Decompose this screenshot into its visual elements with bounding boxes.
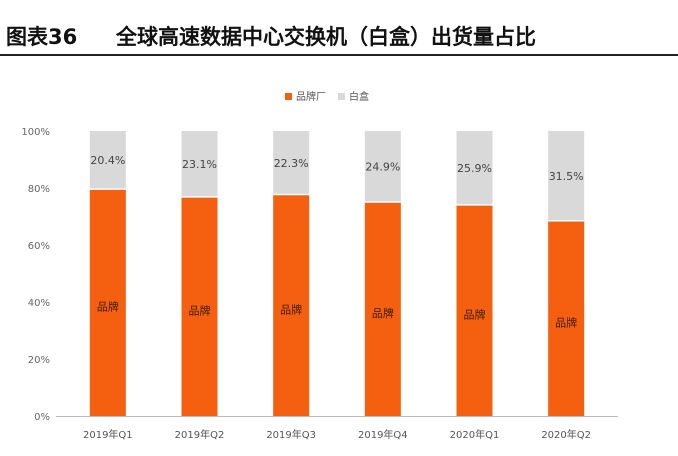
x-tick-label: 2019年Q4 <box>358 428 408 441</box>
stacked-bar-chart: 品牌厂 白盒 0%20%40%60%80%100% 20.4%品牌23.1%品牌2… <box>21 90 618 441</box>
data-label-brand: 品牌 <box>97 300 119 314</box>
bar-segment-whitebox <box>273 131 310 195</box>
legend-label-1: 白盒 <box>349 90 369 103</box>
x-tick-label: 2019年Q1 <box>83 428 133 441</box>
y-tick-label: 60% <box>28 241 50 252</box>
x-axis: 2019年Q1 2019年Q2 2019年Q3 2019年Q4 2020年Q1 2020年… <box>56 416 618 441</box>
data-label-whitebox: 25.9% <box>457 162 492 175</box>
bar-segment-whitebox <box>89 131 126 190</box>
data-label-brand: 品牌 <box>280 302 302 316</box>
data-label-whitebox: 23.1% <box>182 158 217 171</box>
data-label-whitebox: 31.5% <box>549 170 584 183</box>
y-axis: 0% 20% 40% 60% 80% 100% <box>21 127 50 423</box>
figure-number: 图表36 <box>6 25 78 49</box>
data-label-whitebox: 20.4% <box>90 154 125 167</box>
chart-panel: 品牌厂 白盒 0% 20% 40% 60% 80% 100% 20.4% 品牌 23.1% 品牌 2… <box>0 58 678 456</box>
x-tick-label: 2019年Q3 <box>266 428 316 441</box>
bar-segment-brand <box>364 201 401 416</box>
bar-segment-brand <box>273 194 310 416</box>
x-tick-label: 2020年Q1 <box>450 428 500 441</box>
y-tick-label: 100% <box>21 127 50 138</box>
y-tick-label: 0% <box>34 412 50 423</box>
figure-title: 全球高速数据中心交换机（白盒）出货量占比 <box>116 25 536 49</box>
legend: 品牌厂 白盒 <box>285 90 369 103</box>
figure-header: 图表36 全球高速数据中心交换机（白盒）出货量占比 <box>0 0 678 56</box>
y-tick-label: 40% <box>28 298 50 309</box>
bar-segment-brand <box>548 220 585 416</box>
bar-segment-whitebox <box>548 131 585 221</box>
x-tick-label: 2020年Q2 <box>541 428 591 441</box>
x-tick-label: 2019年Q2 <box>175 428 225 441</box>
bars: 20.4% 品牌 23.1% 品牌 22.3% 品牌 24.9% 品牌 25.9% 品牌 31.5%… <box>89 131 585 416</box>
y-tick-label: 20% <box>28 355 50 366</box>
bar-segment-brand <box>456 204 493 416</box>
data-label-whitebox: 24.9% <box>365 160 400 173</box>
bar-segment-whitebox <box>456 131 493 205</box>
bar-segment-brand <box>181 196 218 416</box>
data-label-whitebox: 22.3% <box>274 157 309 170</box>
y-tick-label: 80% <box>28 184 50 195</box>
legend-swatch-0 <box>285 93 292 100</box>
legend-swatch-1 <box>338 93 345 100</box>
data-label-brand: 品牌 <box>464 307 486 321</box>
data-label-brand: 品牌 <box>189 303 211 317</box>
bar-segment-whitebox <box>181 131 218 197</box>
bar-segment-brand <box>89 189 126 416</box>
data-label-brand: 品牌 <box>555 315 577 329</box>
data-label-brand: 品牌 <box>372 306 394 320</box>
legend-label-0: 品牌厂 <box>296 90 326 103</box>
bar-segment-whitebox <box>364 131 401 202</box>
